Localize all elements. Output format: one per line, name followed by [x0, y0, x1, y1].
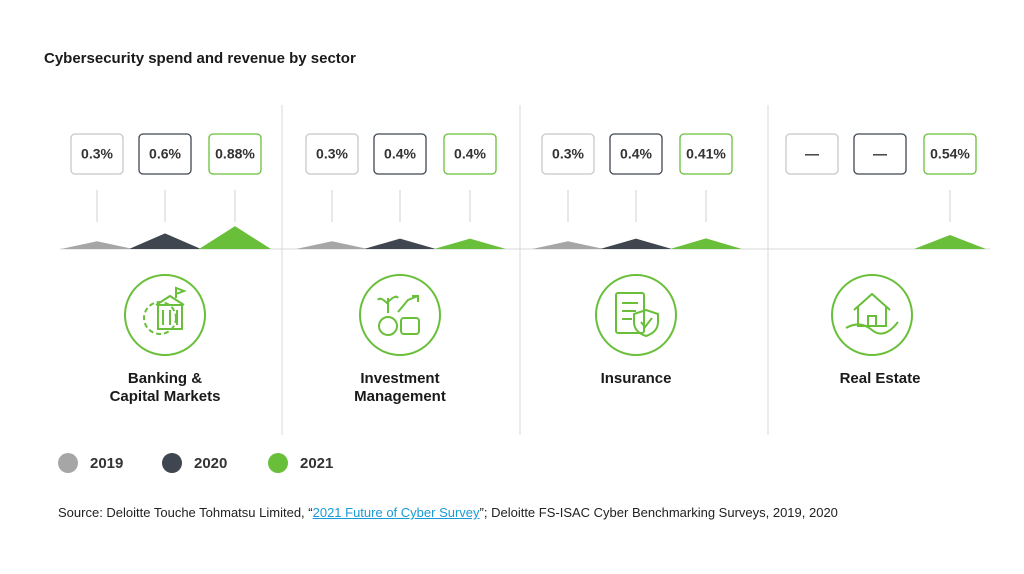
- value-box: [609, 133, 663, 175]
- value-label: 0.3%: [552, 146, 584, 162]
- source-text: ”; Deloitte FS-ISAC Cyber Benchmarking S…: [479, 505, 838, 520]
- value-box: [853, 133, 907, 175]
- value-label: 0.3%: [81, 146, 113, 162]
- value-label: 0.54%: [930, 146, 970, 162]
- legend-swatch: [268, 453, 288, 473]
- legend-label: 2019: [90, 455, 123, 472]
- category-label: Banking & Capital Markets: [110, 370, 221, 405]
- value-box: [679, 133, 733, 175]
- icon-investment: [359, 274, 441, 356]
- triangle: [914, 234, 986, 249]
- value-label: 0.4%: [620, 146, 652, 162]
- value-label: 0.4%: [384, 146, 416, 162]
- triangle: [600, 238, 672, 249]
- value-box: [373, 133, 427, 175]
- chart-title: Cybersecurity spend and revenue by secto…: [44, 50, 356, 67]
- value-box: [138, 133, 192, 175]
- category-label: Investment Management: [354, 370, 446, 405]
- triangle: [364, 238, 436, 249]
- value-label: —: [805, 146, 819, 162]
- value-box: [208, 133, 262, 175]
- value-label: 0.88%: [215, 146, 255, 162]
- value-box: [785, 133, 839, 175]
- legend-swatch: [58, 453, 78, 473]
- triangle: [532, 241, 604, 249]
- legend-label: 2021: [300, 455, 333, 472]
- value-box: [923, 133, 977, 175]
- value-label: —: [873, 146, 887, 162]
- icon-banking: [124, 274, 206, 356]
- source-link[interactable]: 2021 Future of Cyber Survey: [312, 505, 480, 520]
- triangle: [129, 233, 201, 249]
- value-box: [443, 133, 497, 175]
- triangle: [199, 226, 271, 249]
- value-label: 0.4%: [454, 146, 486, 162]
- legend-label: 2020: [194, 455, 227, 472]
- triangle: [296, 241, 368, 249]
- triangle: [61, 241, 133, 249]
- icon-insurance: [595, 274, 677, 356]
- value-label: 0.41%: [686, 146, 726, 162]
- value-box: [70, 133, 124, 175]
- source-text: Source: Deloitte Touche Tohmatsu Limited…: [58, 505, 313, 520]
- category-label: Insurance: [601, 370, 672, 387]
- value-label: 0.3%: [316, 146, 348, 162]
- legend-swatch: [162, 453, 182, 473]
- triangle: [434, 238, 506, 249]
- triangle: [670, 238, 742, 249]
- value-box: [305, 133, 359, 175]
- source: Source: Deloitte Touche Tohmatsu Limited…: [58, 505, 838, 520]
- category-label: Real Estate: [840, 370, 921, 387]
- icon-real-estate: [831, 274, 913, 356]
- value-box: [541, 133, 595, 175]
- value-label: 0.6%: [149, 146, 181, 162]
